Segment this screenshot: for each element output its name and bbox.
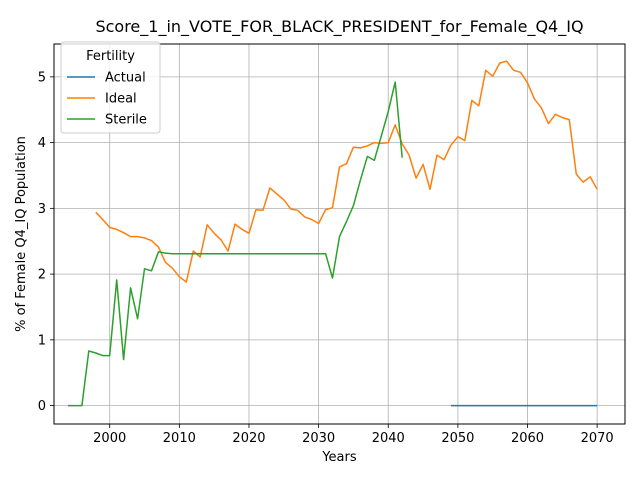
y-axis-ticks: 0 1 2 3 4 5 (38, 70, 54, 414)
x-axis-ticks: 2000 2010 2020 2030 2040 2050 2060 2070 (93, 424, 614, 446)
x-tick-label: 2030 (302, 431, 335, 446)
x-tick-label: 2050 (441, 431, 474, 446)
legend-box (60, 41, 161, 134)
x-tick-label: 2060 (511, 431, 544, 446)
legend-label-actual: Actual (105, 71, 146, 86)
series-line-sterile (67, 81, 403, 407)
y-tick-label: 0 (38, 399, 46, 414)
chart-title: Score_1_in_VOTE_FOR_BLACK_PRESIDENT_for_… (95, 17, 583, 37)
y-tick-label: 5 (38, 70, 46, 85)
y-tick-label: 4 (38, 136, 46, 151)
x-tick-label: 2000 (93, 431, 126, 446)
plot-frame (53, 43, 626, 425)
y-tick-label: 1 (38, 333, 46, 348)
series-lines (67, 60, 598, 407)
x-tick-label: 2020 (232, 431, 265, 446)
legend-label-ideal: Ideal (105, 92, 137, 107)
series-line-ideal (95, 60, 598, 283)
x-tick-label: 2040 (372, 431, 405, 446)
y-tick-label: 3 (38, 202, 46, 217)
legend: Fertility Actual Ideal Sterile (60, 41, 161, 134)
grid (54, 44, 625, 424)
y-axis-title: % of Female Q4_IQ Population (14, 136, 29, 332)
legend-title: Fertility (86, 49, 135, 64)
x-tick-label: 2070 (581, 431, 614, 446)
x-tick-label: 2010 (163, 431, 196, 446)
y-tick-label: 2 (38, 268, 46, 283)
x-axis-title: Years (321, 450, 357, 465)
legend-label-sterile: Sterile (105, 113, 147, 128)
